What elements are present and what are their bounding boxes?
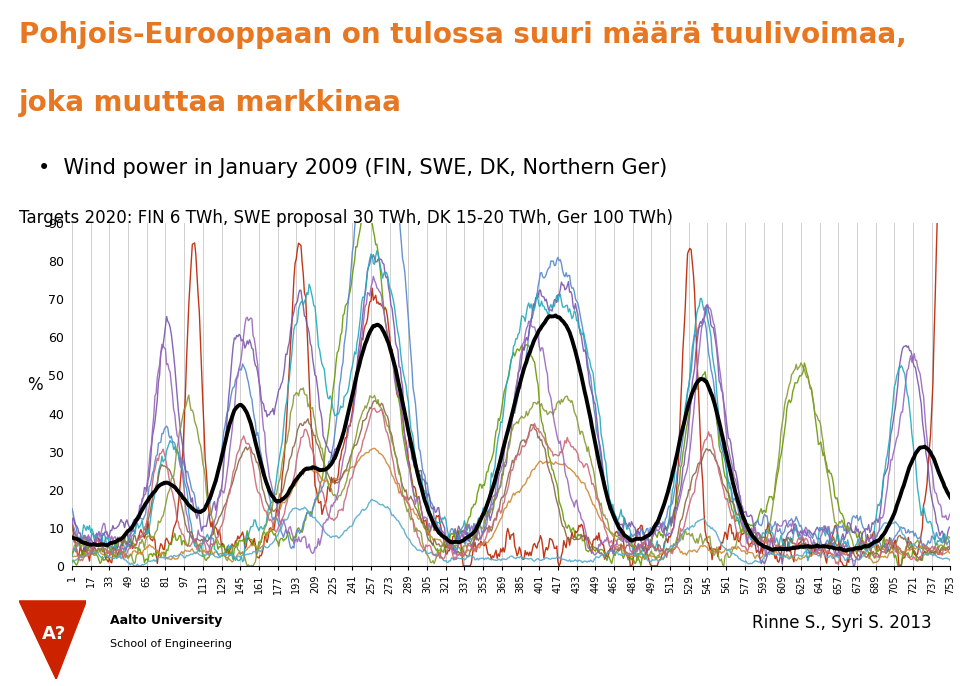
Text: •  Wind power in January 2009 (FIN, SWE, DK, Northern Ger): • Wind power in January 2009 (FIN, SWE, … <box>38 158 667 178</box>
Polygon shape <box>19 601 86 679</box>
Text: School of Engineering: School of Engineering <box>110 639 232 650</box>
Y-axis label: %: % <box>27 377 42 394</box>
Text: Rinne S., Syri S. 2013: Rinne S., Syri S. 2013 <box>752 614 931 632</box>
Text: Pohjois-Eurooppaan on tulossa suuri määrä tuulivoimaa,: Pohjois-Eurooppaan on tulossa suuri määr… <box>19 21 907 49</box>
Text: A?: A? <box>42 625 66 643</box>
Text: joka muuttaa markkinaa: joka muuttaa markkinaa <box>19 89 402 117</box>
Text: Aalto University: Aalto University <box>110 614 223 627</box>
Text: Targets 2020: FIN 6 TWh, SWE proposal 30 TWh, DK 15-20 TWh, Ger 100 TWh): Targets 2020: FIN 6 TWh, SWE proposal 30… <box>19 209 673 227</box>
